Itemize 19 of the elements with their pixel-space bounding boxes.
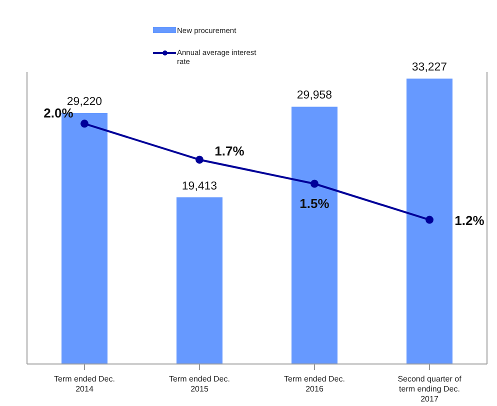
data-label: 1.5% [300, 196, 330, 211]
data-label: 1.2% [454, 212, 485, 228]
data-label: 33,227 [412, 62, 448, 74]
x-tick-label: Term ended Dec. 2015 [169, 374, 230, 394]
data-label: 1.7% [214, 144, 245, 159]
data-label: 29,958 [296, 90, 332, 102]
bar [176, 197, 222, 364]
point [196, 156, 204, 164]
x-tick-label: Second quarter of term ending Dec. 2017 [398, 374, 462, 404]
point [310, 180, 318, 188]
data-label: 29,220 [66, 96, 102, 108]
bar [292, 106, 338, 364]
point [80, 120, 88, 128]
bar [406, 78, 452, 364]
x-tick-label: Term ended Dec. 2014 [54, 374, 115, 394]
point [426, 216, 434, 224]
x-tick-label: Term ended Dec. 2016 [284, 374, 345, 394]
data-label: 2.0% [44, 106, 74, 121]
data-label: 19,413 [182, 180, 218, 192]
